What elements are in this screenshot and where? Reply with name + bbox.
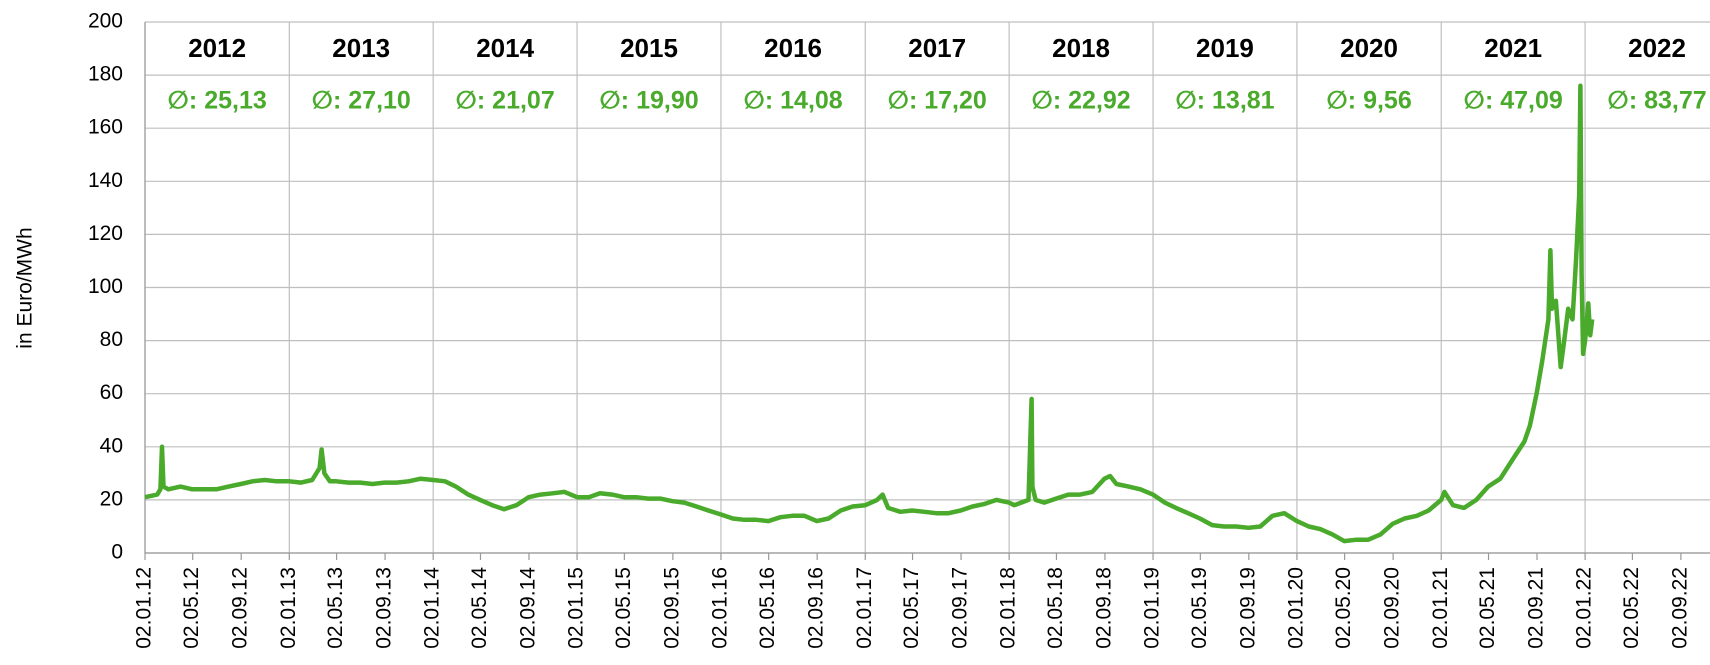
x-tick-label: 02.09.19 bbox=[1236, 567, 1259, 649]
year-average: ∅: 21,07 bbox=[456, 87, 555, 115]
x-tick-label: 02.09.12 bbox=[229, 567, 252, 649]
x-tick-label: 02.01.16 bbox=[709, 567, 732, 649]
x-tick-label: 02.09.13 bbox=[373, 567, 396, 649]
x-tick-label: 02.09.18 bbox=[1092, 567, 1115, 649]
year-label: 2014 bbox=[476, 33, 534, 63]
x-tick-label: 02.01.14 bbox=[421, 567, 444, 649]
year-average: ∅: 22,92 bbox=[1031, 87, 1130, 115]
year-average: ∅: 25,13 bbox=[168, 87, 267, 115]
x-tick-label: 02.01.19 bbox=[1141, 567, 1164, 649]
x-tick-label: 02.01.17 bbox=[853, 567, 876, 649]
year-average: ∅: 13,81 bbox=[1175, 87, 1274, 115]
x-tick-label: 02.05.15 bbox=[612, 567, 635, 649]
x-tick-label: 02.01.12 bbox=[133, 567, 156, 649]
x-tick-label: 02.01.21 bbox=[1429, 567, 1452, 649]
x-tick-label: 02.01.20 bbox=[1284, 567, 1307, 649]
y-tick-label: 0 bbox=[111, 541, 123, 564]
year-label: 2018 bbox=[1052, 33, 1110, 63]
year-label: 2020 bbox=[1340, 33, 1398, 63]
y-tick-label: 20 bbox=[100, 487, 123, 510]
y-tick-label: 80 bbox=[100, 328, 123, 351]
year-average: ∅: 9,56 bbox=[1326, 87, 1411, 115]
x-tick-label: 02.09.14 bbox=[517, 567, 540, 649]
year-label: 2015 bbox=[620, 33, 678, 63]
x-tick-label: 02.05.18 bbox=[1044, 567, 1067, 649]
year-label: 2012 bbox=[188, 33, 246, 63]
x-tick-label: 02.01.15 bbox=[565, 567, 588, 649]
year-average: ∅: 17,20 bbox=[888, 87, 987, 115]
year-label: 2022 bbox=[1628, 33, 1686, 63]
x-tick-label: 02.01.13 bbox=[277, 567, 300, 649]
x-tick-label: 02.05.20 bbox=[1332, 567, 1355, 649]
x-tick-label: 02.05.16 bbox=[756, 567, 779, 649]
y-tick-label: 120 bbox=[88, 222, 123, 245]
year-average: ∅: 19,90 bbox=[599, 87, 698, 115]
x-tick-label: 02.09.17 bbox=[949, 567, 972, 649]
x-tick-label: 02.09.20 bbox=[1381, 567, 1404, 649]
x-tick-label: 02.05.14 bbox=[468, 567, 491, 649]
year-label: 2019 bbox=[1196, 33, 1254, 63]
x-tick-label: 02.05.17 bbox=[900, 567, 923, 649]
x-tick-label: 02.09.15 bbox=[660, 567, 683, 649]
x-tick-label: 02.05.22 bbox=[1620, 567, 1643, 649]
x-tick-label: 02.01.18 bbox=[997, 567, 1020, 649]
year-average: ∅: 27,10 bbox=[312, 87, 411, 115]
y-tick-label: 140 bbox=[88, 169, 123, 192]
year-average: ∅: 14,08 bbox=[743, 87, 842, 115]
x-tick-label: 02.05.21 bbox=[1476, 567, 1499, 649]
year-label: 2021 bbox=[1484, 33, 1542, 63]
x-tick-label: 02.09.16 bbox=[805, 567, 828, 649]
y-tick-label: 180 bbox=[88, 63, 123, 86]
x-tick-label: 02.09.22 bbox=[1668, 567, 1691, 649]
year-average: ∅: 47,09 bbox=[1464, 87, 1563, 115]
year-label: 2017 bbox=[908, 33, 966, 63]
y-tick-label: 160 bbox=[88, 116, 123, 139]
year-average: ∅: 83,77 bbox=[1607, 87, 1706, 115]
x-tick-label: 02.05.12 bbox=[180, 567, 203, 649]
y-tick-label: 40 bbox=[100, 434, 123, 457]
y-tick-label: 100 bbox=[88, 275, 123, 298]
x-tick-label: 02.01.22 bbox=[1573, 567, 1596, 649]
price-line bbox=[144, 83, 1595, 544]
y-tick-label: 200 bbox=[88, 10, 123, 33]
year-label: 2016 bbox=[764, 33, 822, 63]
y-axis-label: in Euro/MWh bbox=[14, 227, 37, 348]
year-label: 2013 bbox=[332, 33, 390, 63]
x-tick-label: 02.09.21 bbox=[1525, 567, 1548, 649]
y-tick-label: 60 bbox=[100, 381, 123, 404]
x-tick-label: 02.05.19 bbox=[1188, 567, 1211, 649]
x-tick-label: 02.05.13 bbox=[324, 567, 347, 649]
